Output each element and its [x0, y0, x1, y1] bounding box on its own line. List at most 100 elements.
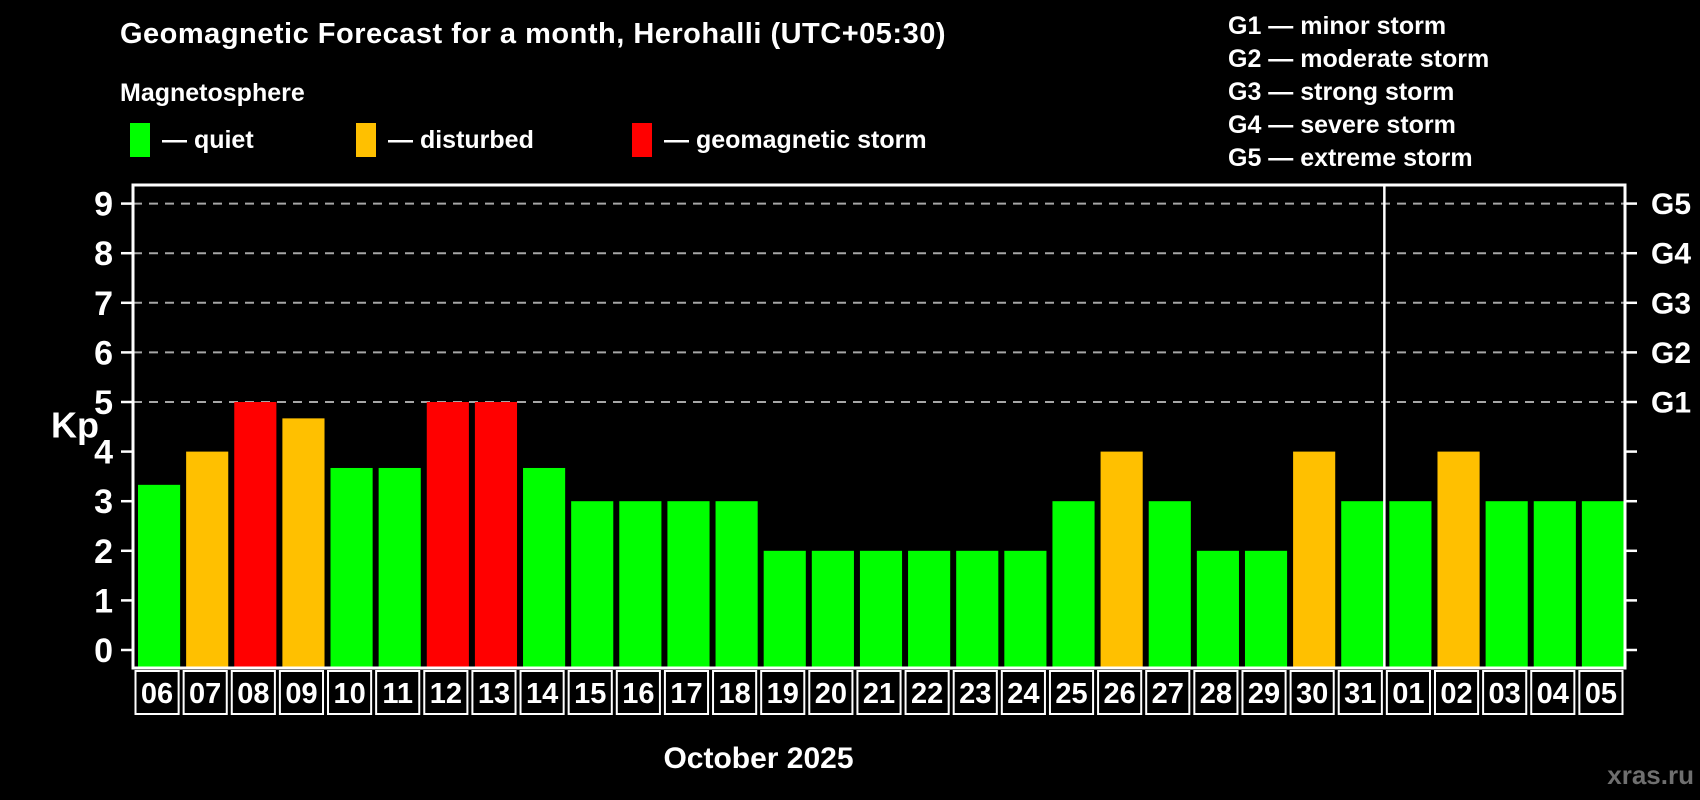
day-label: 25 [1055, 678, 1087, 710]
bar-day-22 [908, 550, 951, 667]
day-label: 22 [911, 678, 943, 710]
day-label-box [134, 670, 180, 715]
bar-day-18 [715, 501, 758, 667]
g-axis-label-g4: G4 [1651, 238, 1691, 271]
day-label: 05 [1585, 678, 1617, 710]
kp-axis-tick-label: 8 [94, 235, 113, 273]
kp-axis-tick-label: 4 [94, 434, 113, 472]
bar-day-13 [474, 402, 518, 667]
day-label-box [471, 670, 517, 715]
day-label: 31 [1344, 678, 1376, 710]
quiet-color-swatch [130, 123, 150, 157]
bar-day-28 [1196, 550, 1239, 667]
y-axis-title: Kp [51, 405, 99, 446]
day-label-box [1385, 670, 1431, 715]
bar-day-24 [1004, 550, 1047, 667]
day-label-box [230, 670, 276, 715]
g5-legend-line: G5 — extreme storm [1228, 144, 1473, 172]
day-label-box [712, 670, 758, 715]
bar-day-15 [571, 501, 614, 667]
day-label: 19 [767, 678, 799, 710]
bar-day-30 [1293, 451, 1336, 667]
g3-legend-line: G3 — strong storm [1228, 78, 1455, 106]
chart-title: Geomagnetic Forecast for a month, Heroha… [120, 18, 946, 50]
day-label: 14 [526, 678, 558, 710]
day-label: 01 [1392, 678, 1424, 710]
legend-storm-label: — geomagnetic storm [664, 125, 927, 154]
day-label: 27 [1152, 678, 1184, 710]
day-label-box [1193, 670, 1239, 715]
day-label: 11 [382, 678, 413, 710]
day-label-box [1433, 670, 1480, 715]
legend-quiet-label: — quiet [162, 125, 254, 154]
chart-subtitle: Magnetosphere [120, 79, 305, 107]
bar-day-14 [523, 467, 566, 667]
day-label-box [1289, 670, 1335, 715]
g-axis-label-g1: G1 [1651, 387, 1691, 420]
bar-day-16 [619, 501, 662, 667]
kp-axis-tick-label: 5 [94, 384, 113, 422]
day-label-box [519, 670, 565, 715]
bar-day-07 [186, 451, 229, 667]
bar-day-21 [859, 550, 903, 667]
bar-day-01 [1389, 501, 1432, 667]
day-label: 18 [718, 678, 750, 710]
watermark-text: xras.ru [1607, 760, 1694, 790]
day-label-box [663, 670, 710, 715]
kp-axis-tick-label: 1 [94, 582, 113, 620]
kp-axis-tick-label: 6 [94, 334, 113, 372]
bar-day-17 [667, 501, 710, 667]
day-label-box [1000, 670, 1046, 715]
bar-day-09 [282, 418, 325, 667]
bar-day-31 [1341, 501, 1384, 667]
disturbed-color-swatch [356, 123, 376, 157]
kp-axis-tick-label: 2 [94, 533, 113, 571]
g-axis-label-g5: G5 [1651, 188, 1691, 221]
bar-day-10 [330, 467, 373, 667]
g1-legend-line: G1 — minor storm [1228, 12, 1447, 40]
day-label: 06 [141, 678, 173, 710]
day-label: 03 [1489, 678, 1521, 710]
day-label: 12 [430, 678, 462, 710]
day-label: 28 [1200, 678, 1232, 710]
day-label: 17 [670, 678, 702, 710]
bar-day-20 [811, 550, 854, 667]
bar-day-19 [763, 550, 806, 667]
day-label-box [327, 670, 373, 715]
legend-item-disturbed: — disturbed [356, 120, 534, 160]
x-axis-month-label: October 2025 [663, 742, 854, 775]
day-label: 29 [1248, 678, 1280, 710]
day-label-box [567, 670, 613, 715]
kp-axis-tick-label: 3 [94, 483, 113, 521]
bar-day-08 [234, 402, 277, 667]
bar-day-05 [1581, 501, 1624, 667]
day-label-box [1241, 670, 1287, 715]
day-label-box [182, 670, 228, 715]
storm-color-swatch [632, 123, 652, 157]
day-label-box [808, 670, 854, 715]
bar-day-06 [138, 484, 181, 667]
legend-item-quiet: — quiet [130, 120, 254, 160]
storm-scale-legend: G1 — minor storm G2 — moderate storm G3 … [1228, 10, 1489, 175]
day-label: 04 [1537, 678, 1569, 710]
bar-day-29 [1244, 550, 1288, 667]
kp-axis-tick-label: 7 [94, 285, 113, 323]
day-label-box [615, 670, 661, 715]
day-label: 26 [1104, 678, 1136, 710]
day-label-box [1482, 670, 1528, 715]
bar-day-11 [378, 467, 421, 667]
day-label: 02 [1440, 678, 1472, 710]
kp-axis-tick-label: 9 [94, 186, 113, 224]
day-label-box [1578, 670, 1624, 715]
plot-frame [131, 183, 1627, 670]
bar-day-26 [1100, 451, 1143, 667]
day-label-box [760, 670, 806, 715]
day-label: 09 [285, 678, 317, 710]
day-label-box [1145, 670, 1191, 715]
day-label: 16 [622, 678, 654, 710]
day-label: 10 [333, 678, 365, 710]
legend-item-storm: — geomagnetic storm [632, 120, 927, 160]
day-label-box [952, 670, 998, 715]
day-label: 15 [574, 678, 606, 710]
